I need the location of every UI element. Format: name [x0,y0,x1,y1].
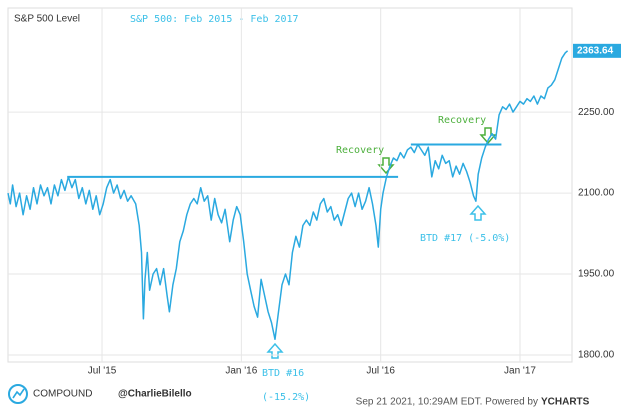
annotation: Recovery [336,145,384,156]
last-value-label: 2363.64 [577,45,614,56]
y-tick-label: 2100.00 [578,188,615,199]
series-line [7,50,569,341]
footer-timestamp: Sep 21 2021, 10:29AM EDT. Powered by [356,397,538,408]
chart-title: S&P 500: Feb 2015 - Feb 2017 [130,14,299,25]
last-value-box [573,43,621,58]
annotation: BTD #16 [262,368,304,379]
x-tick-label: Jan '17 [504,366,536,377]
plot-frame [7,7,573,363]
annotation: Recovery [438,115,486,126]
y-tick-label: 1950.00 [578,269,615,280]
footer-brand: COMPOUND [33,389,92,400]
x-tick-label: Jul '16 [366,366,395,377]
y-axis-label: S&P 500 Level [14,14,80,25]
x-tick-label: Jan '16 [225,366,257,377]
annotation: BTD #17 (-5.0%) [420,233,510,244]
x-tick-label: Jul '15 [88,366,117,377]
y-tick-label: 1800.00 [578,350,615,361]
footer-handle: @CharlieBilello [118,389,192,400]
footer-source: YCHARTS [541,397,590,408]
logo [8,384,28,404]
annotation: (-15.2%) [262,392,310,403]
y-tick-label: 2250.00 [578,107,615,118]
